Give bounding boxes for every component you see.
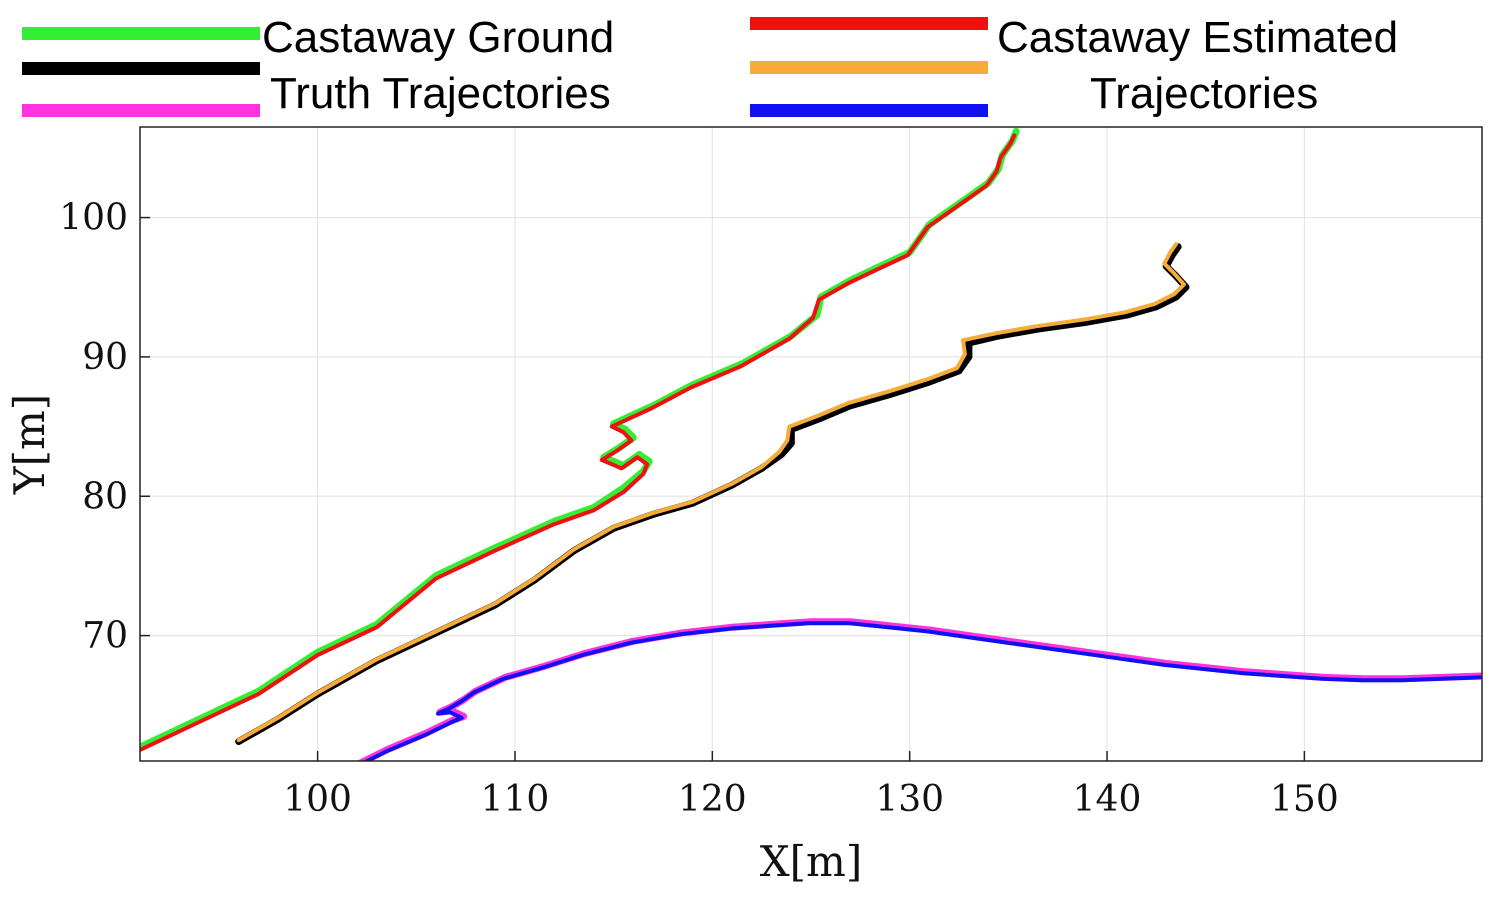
legend-line-gt2 — [22, 62, 260, 75]
x-tick-label: 140 — [1073, 779, 1142, 820]
series-line-est1 — [140, 133, 1017, 752]
x-tick-label: 100 — [283, 779, 352, 820]
plot-area — [140, 127, 1482, 761]
y-tick-label: 70 — [82, 616, 128, 657]
x-axis-label: X[m] — [760, 837, 863, 886]
legend: Castaway Ground Truth Trajectories Casta… — [0, 0, 1499, 125]
x-tick-label: 110 — [481, 779, 550, 820]
legend-ground-truth-line1: Castaway Ground — [262, 13, 615, 62]
series-line-est3 — [362, 621, 1482, 761]
y-tick-label: 90 — [82, 337, 128, 378]
y-tick-label: 80 — [82, 476, 128, 517]
x-tick-label: 150 — [1270, 779, 1339, 820]
legend-estimated-line2: Trajectories — [1090, 69, 1319, 118]
legend-ground-truth-line2: Truth Trajectories — [270, 69, 611, 118]
y-axis-label: Y[m] — [5, 394, 54, 495]
legend-line-est2 — [750, 61, 988, 74]
x-tick-label: 120 — [678, 779, 747, 820]
y-tick-label: 100 — [59, 198, 128, 239]
plot-frame — [139, 126, 1483, 762]
series-line-est2 — [236, 242, 1186, 743]
legend-line-gt1 — [22, 27, 260, 40]
x-tick-label: 130 — [875, 779, 944, 820]
ticks: 100 110 120 130 140 150 70 80 90 100 — [59, 198, 1338, 820]
legend-line-est3 — [750, 104, 988, 117]
legend-line-est1 — [750, 17, 988, 30]
legend-line-gt3 — [22, 104, 260, 117]
series-layer — [140, 127, 1482, 761]
legend-estimated-line1: Castaway Estimated — [997, 13, 1399, 62]
